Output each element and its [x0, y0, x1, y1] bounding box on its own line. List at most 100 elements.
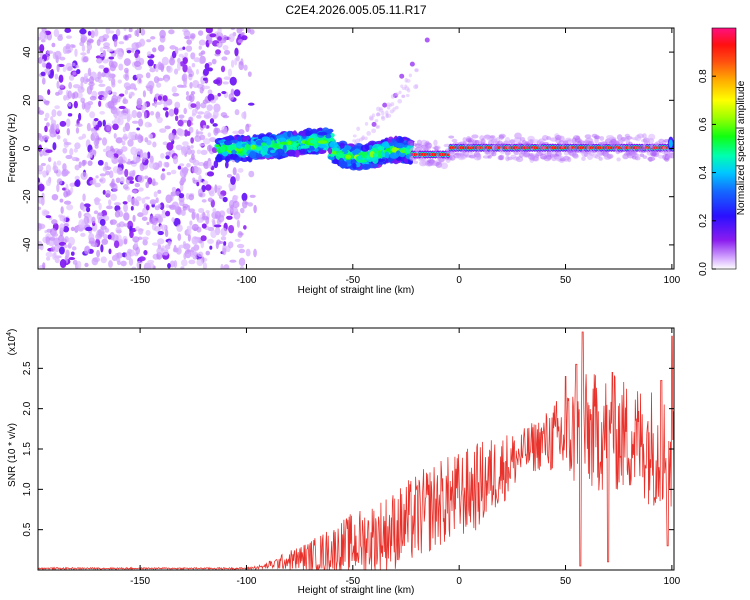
heatmap-cell — [142, 90, 147, 98]
heatmap-cell — [233, 89, 241, 97]
heatmap-cell — [223, 241, 227, 246]
heatmap-cell — [215, 241, 219, 249]
heatmap-cell — [325, 134, 332, 139]
heatmap-cell — [52, 232, 59, 237]
heatmap-cell — [190, 91, 196, 95]
heatmap-cell — [146, 51, 152, 57]
heatmap-cell — [161, 168, 165, 172]
heatmap-cell — [217, 187, 221, 197]
heatmap-cell — [207, 40, 213, 44]
heatmap-cell — [122, 126, 127, 133]
heatmap-cell — [96, 57, 103, 64]
heatmap-cell — [210, 99, 216, 104]
heatmap-cell — [132, 214, 136, 222]
heatmap-cell — [83, 73, 89, 78]
heatmap-cell — [100, 244, 104, 253]
heatmap-cell — [170, 169, 177, 175]
colorbar-tick-label: 0.2 — [698, 213, 709, 227]
heatmap-x-ticks: -150 -100 -50 0 50 100 — [130, 28, 681, 286]
heatmap-cell — [63, 244, 68, 249]
heatmap-cell — [58, 74, 64, 83]
heatmap-cell — [62, 163, 67, 171]
heatmap-cell — [191, 153, 195, 161]
snr-x-tick-label: -50 — [346, 576, 361, 587]
heatmap-cell — [219, 145, 226, 153]
heatmap-cell — [183, 30, 191, 37]
heatmap-cell — [153, 76, 160, 84]
heatmap-cell — [222, 115, 230, 119]
heatmap-cell — [191, 62, 196, 68]
heatmap-cell — [487, 155, 492, 159]
heatmap-cell — [228, 93, 235, 101]
heatmap-cell — [215, 49, 221, 55]
heatmap-cell — [263, 145, 269, 153]
heatmap-cell — [105, 170, 111, 176]
heatmap-cell — [71, 44, 76, 49]
heatmap-cell — [197, 251, 204, 258]
heatmap-cell — [395, 142, 405, 149]
heatmap-cell — [138, 227, 144, 235]
heatmap-cell — [176, 61, 181, 71]
heatmap-cell — [227, 144, 238, 152]
heatmap-cell — [51, 109, 57, 118]
heatmap-cell — [177, 165, 182, 170]
heatmap-cell — [546, 136, 552, 141]
heatmap-cell — [128, 258, 134, 266]
heatmap-cell — [147, 151, 151, 159]
heatmap-cell — [118, 41, 125, 45]
heatmap-cell — [134, 51, 139, 59]
heatmap-cell — [135, 73, 144, 79]
heatmap-cell — [108, 248, 112, 255]
heatmap-cell — [135, 156, 141, 163]
heatmap-cell — [139, 149, 144, 158]
heatmap-cell — [116, 96, 121, 103]
heatmap-cell — [221, 128, 229, 135]
heatmap-cell — [153, 191, 158, 198]
heatmap-cell — [123, 58, 131, 66]
heatmap-cell — [51, 219, 58, 225]
heatmap-cell — [97, 212, 103, 217]
heatmap-cell — [39, 150, 45, 156]
heatmap-cell — [474, 139, 480, 145]
heatmap-cell — [448, 135, 455, 139]
heatmap-cell — [122, 201, 128, 205]
heatmap-cell — [115, 226, 122, 234]
heatmap-cell — [366, 154, 371, 160]
heatmap-cell — [38, 165, 44, 172]
heatmap-cell — [92, 119, 97, 128]
heatmap-cell — [381, 141, 391, 149]
heatmap-cell — [81, 133, 87, 139]
heatmap-cell — [244, 201, 249, 205]
heatmap-cell — [88, 76, 95, 84]
heatmap-cell — [99, 173, 107, 177]
heatmap-cell — [584, 134, 592, 139]
heatmap-cell — [93, 138, 100, 147]
heatmap-cell — [491, 151, 497, 157]
heatmap-y-tick-label: -20 — [22, 189, 33, 204]
heatmap-cell — [93, 256, 101, 263]
heatmap-cell — [338, 157, 345, 165]
heatmap-cell — [239, 207, 245, 214]
heatmap-cell — [183, 107, 188, 115]
heatmap-cell — [102, 189, 106, 195]
heatmap-cell — [165, 204, 170, 209]
heatmap-cell — [42, 170, 47, 178]
heatmap-cell — [195, 101, 201, 110]
heatmap-cell — [174, 115, 179, 122]
heatmap-cell — [226, 215, 233, 220]
heatmap-cell — [399, 136, 404, 143]
heatmap-cell — [169, 45, 177, 50]
heatmap-cell — [209, 137, 217, 143]
heatmap-cell — [165, 155, 170, 160]
heatmap-cell — [278, 137, 287, 143]
heatmap-cell — [66, 204, 74, 211]
heatmap-cell — [73, 91, 79, 99]
heatmap-cell — [148, 262, 155, 269]
heatmap-cell — [185, 45, 193, 52]
heatmap-cell — [147, 259, 155, 264]
heatmap-cell — [146, 83, 150, 87]
heatmap-cell — [292, 142, 297, 148]
heatmap-cell — [144, 121, 152, 128]
heatmap-cell — [143, 249, 148, 256]
heatmap-cell — [101, 72, 106, 78]
